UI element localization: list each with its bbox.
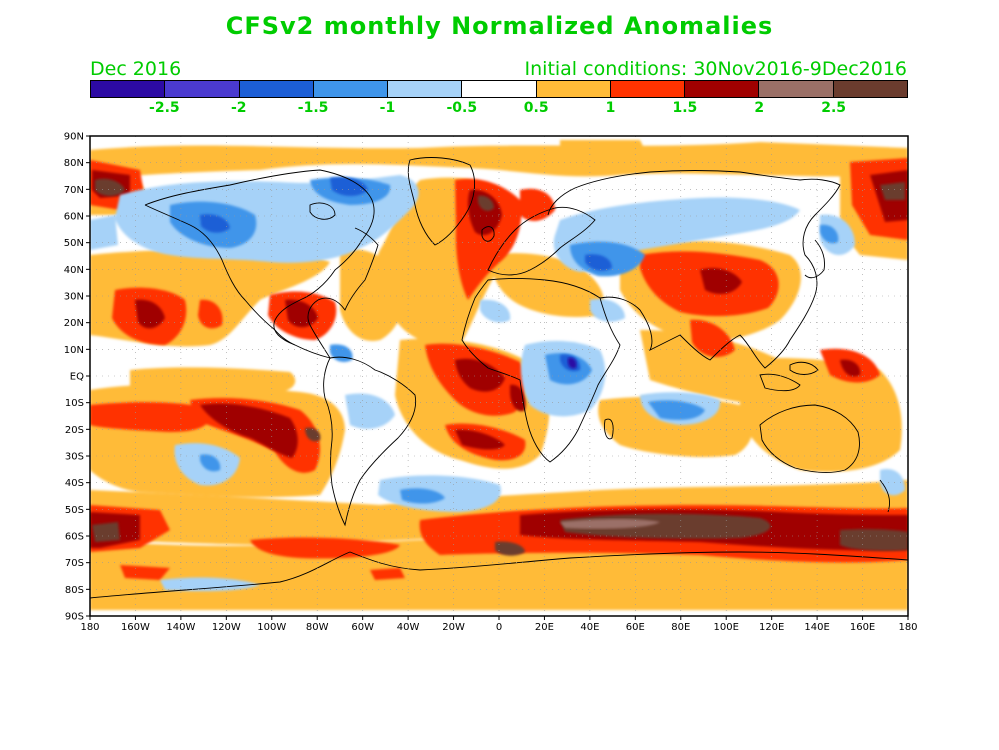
lat-label: 90N — [64, 132, 84, 143]
lat-label: 70S — [65, 558, 84, 569]
lat-label: 90S — [65, 612, 84, 623]
north-america-coast — [144, 169, 379, 359]
legend-swatch — [91, 81, 166, 97]
lon-label: 80W — [306, 622, 329, 633]
australia-coast — [759, 404, 860, 474]
legend-swatch — [610, 81, 686, 97]
south-america-coast — [323, 356, 417, 527]
lon-label: 100E — [714, 622, 739, 633]
legend-swatch — [239, 81, 314, 97]
europe-coast — [487, 206, 596, 276]
legend-swatch — [388, 81, 463, 97]
forecast-month: Dec 2016 — [90, 58, 182, 80]
lat-label: 10N — [64, 345, 84, 356]
lat-label: 10S — [65, 398, 84, 409]
lon-label: 100W — [257, 622, 286, 633]
positive-anomaly-very-strong — [560, 519, 660, 529]
lon-label: 40W — [397, 622, 420, 633]
lat-label: 50S — [65, 505, 84, 516]
lon-label: 60E — [626, 622, 645, 633]
lon-label: 140E — [804, 622, 829, 633]
lat-label: 40N — [64, 265, 84, 276]
lon-label: 60W — [351, 622, 374, 633]
lon-label: 20E — [535, 622, 554, 633]
greenland-coast — [407, 157, 476, 246]
lat-label: 60N — [64, 212, 84, 223]
legend-tick-label: -0.5 — [446, 100, 478, 116]
lon-label: 160E — [850, 622, 875, 633]
legend-tick-label: -2.5 — [149, 100, 180, 116]
color-legend-labels: -2.5 -2 -1.5 -1 -0.5 0.5 1 1.5 2 2.5 — [90, 100, 908, 118]
legend-tick-label: -1.5 — [297, 100, 329, 116]
lon-label: 0 — [496, 622, 502, 633]
legend-tick-label: 1 — [605, 100, 616, 116]
lon-label: 140W — [166, 622, 195, 633]
legend-swatch — [462, 81, 537, 97]
lon-label: 120E — [759, 622, 784, 633]
lat-label: 30S — [65, 452, 84, 463]
lat-label: 20S — [65, 425, 84, 436]
lat-label: 60S — [65, 532, 84, 543]
lon-label: 160W — [121, 622, 150, 633]
lat-label: 40S — [65, 478, 84, 489]
antarctica-coast — [90, 551, 908, 599]
longitude-axis: 180 160W 140W 120W 100W 80W 60W 40W 20W 0 20E 40E 60… — [80, 616, 918, 633]
color-legend-bar — [90, 80, 908, 98]
legend-swatch — [313, 81, 389, 97]
lat-label: 80S — [65, 585, 84, 596]
legend-swatch — [759, 81, 834, 97]
lon-label: 120W — [212, 622, 241, 633]
legend-swatch — [833, 81, 907, 97]
lon-label: 20W — [442, 622, 465, 633]
lon-label: 40E — [580, 622, 599, 633]
coastlines — [90, 157, 908, 599]
legend-swatch — [165, 81, 240, 97]
lat-label: 50N — [64, 238, 84, 249]
legend-tick-label: 2 — [754, 100, 765, 116]
lon-label: 180 — [898, 622, 917, 633]
initial-conditions: Initial conditions: 30Nov2016-9Dec2016 — [524, 58, 907, 80]
lon-label: 180 — [80, 622, 99, 633]
lat-label: 70N — [64, 185, 84, 196]
lat-label: 30N — [64, 292, 84, 303]
lon-label: 80E — [671, 622, 690, 633]
lat-lon-grid — [90, 136, 908, 616]
asia-coast — [547, 170, 841, 369]
legend-tick-label: 0.5 — [523, 100, 549, 116]
legend-tick-label: -2 — [230, 100, 247, 116]
anomaly-field — [90, 136, 908, 616]
lat-label: 80N — [64, 158, 84, 169]
legend-swatch — [536, 81, 611, 97]
legend-swatch — [685, 81, 760, 97]
legend-tick-label: -1 — [379, 100, 396, 116]
latitude-axis: 90N 80N 70N 60N 50N 40N 30N 20N 10N EQ 10S 20S 30S 40… — [64, 132, 90, 623]
map-title: CFSv2 monthly Normalized Anomalies — [225, 12, 774, 40]
legend-tick-label: 2.5 — [821, 100, 847, 116]
negative-anomaly-extreme — [567, 357, 577, 369]
lat-label: EQ — [70, 372, 84, 383]
legend-tick-label: 1.5 — [672, 100, 698, 116]
lat-label: 20N — [64, 318, 84, 329]
